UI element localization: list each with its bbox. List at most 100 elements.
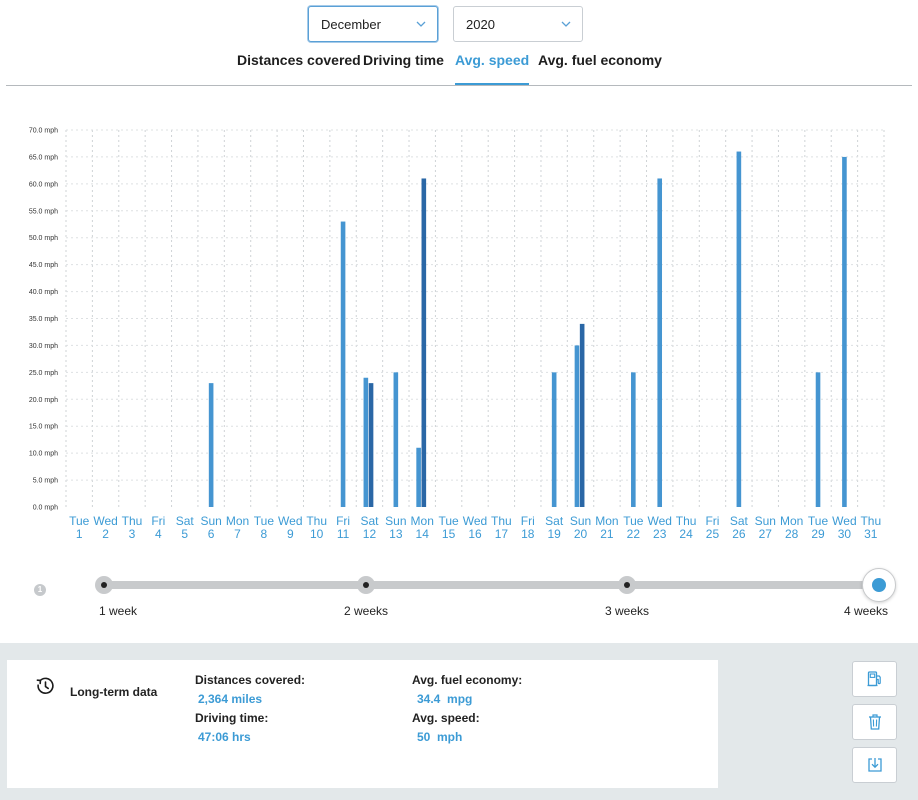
bar (416, 447, 421, 507)
slider-stop-3-weeks[interactable] (618, 576, 636, 594)
y-tick-label: 15.0 mph (29, 424, 58, 431)
x-tick-weekday: Wed (278, 514, 302, 528)
year-select-value: 2020 (466, 16, 495, 32)
x-tick-weekday: Thu (676, 514, 697, 528)
x-tick-weekday: Sun (385, 514, 406, 528)
driving-time-label: Driving time: (195, 711, 269, 725)
x-tick-day: 24 (679, 527, 693, 541)
x-tick-weekday: Fri (705, 514, 719, 528)
x-tick-day: 14 (416, 527, 430, 541)
bar (421, 178, 427, 507)
x-tick-day: 5 (181, 527, 188, 541)
x-tick-weekday: Tue (438, 514, 459, 528)
x-tick-weekday: Tue (808, 514, 829, 528)
clock-history-icon (36, 677, 54, 694)
distances-value: 2,364 miles (198, 692, 263, 706)
bar (363, 377, 369, 507)
x-tick-day: 28 (785, 527, 799, 541)
x-tick-day: 3 (129, 527, 136, 541)
bar (736, 151, 742, 508)
x-tick-weekday: Mon (780, 514, 803, 528)
slider-label-1-week: 1 week (98, 604, 138, 618)
x-tick-day: 11 (337, 527, 350, 541)
y-tick-label: 30.0 mph (29, 343, 58, 350)
y-tick-label: 50.0 mph (29, 235, 58, 242)
slider-handle[interactable] (862, 568, 896, 602)
x-tick-day: 15 (442, 527, 456, 541)
long-term-panel: Long-term data Distances covered: 2,364 … (0, 643, 918, 800)
bar (631, 372, 636, 507)
x-tick-day: 21 (600, 527, 614, 541)
x-tick-weekday: Thu (306, 514, 327, 528)
x-tick-day: 1 (76, 527, 83, 541)
month-select[interactable]: December (308, 6, 438, 42)
x-tick-day: 22 (627, 527, 641, 541)
x-tick-weekday: Thu (122, 514, 143, 528)
y-tick-label: 40.0 mph (29, 289, 58, 296)
bar (579, 323, 585, 507)
y-tick-label: 60.0 mph (29, 181, 58, 188)
slider-stop-1-week[interactable] (95, 576, 113, 594)
delete-button[interactable] (852, 704, 897, 740)
avg-speed-value: 50 mph (417, 730, 463, 744)
tab-driving-time[interactable]: Driving time (363, 52, 444, 68)
download-icon (867, 758, 882, 772)
y-tick-label: 65.0 mph (29, 154, 58, 161)
y-tick-label: 45.0 mph (29, 262, 58, 269)
y-tick-label: 55.0 mph (29, 208, 58, 215)
x-tick-day: 19 (547, 527, 561, 541)
tab-avg-fuel-economy[interactable]: Avg. fuel economy (538, 52, 662, 68)
fuel-pump-icon (867, 671, 881, 687)
x-tick-weekday: Mon (595, 514, 618, 528)
x-tick-day: 29 (811, 527, 825, 541)
driving-time-value: 47:06 hrs (198, 730, 251, 744)
week-range-slider-track[interactable] (104, 581, 880, 589)
long-term-card: Long-term data Distances covered: 2,364 … (7, 660, 718, 788)
download-button[interactable] (852, 747, 897, 783)
bar (842, 156, 847, 507)
x-tick-weekday: Thu (491, 514, 512, 528)
x-tick-day: 6 (208, 527, 215, 541)
y-tick-label: 35.0 mph (29, 316, 58, 323)
slider-label-3-weeks: 3 weeks (604, 604, 650, 618)
month-select-value: December (321, 16, 381, 32)
x-tick-day: 9 (287, 527, 294, 541)
distances-label: Distances covered: (195, 673, 306, 687)
bar (340, 221, 346, 508)
bar (815, 372, 821, 507)
y-tick-label: 25.0 mph (29, 370, 58, 377)
x-tick-day: 27 (759, 527, 773, 541)
y-tick-label: 20.0 mph (29, 397, 58, 404)
x-tick-weekday: Fri (151, 514, 165, 528)
x-tick-day: 25 (706, 527, 720, 541)
bar (208, 383, 214, 507)
slider-stop-2-weeks[interactable] (357, 576, 375, 594)
fuel-economy-label: Avg. fuel economy: (412, 673, 523, 687)
slider-label-2-weeks: 2 weeks (343, 604, 389, 618)
x-tick-day: 17 (495, 527, 509, 541)
fuel-log-button[interactable] (852, 661, 897, 697)
y-tick-label: 70.0 mph (29, 128, 58, 135)
x-tick-day: 7 (234, 527, 241, 541)
x-tick-weekday: Sat (545, 514, 564, 528)
tab-bar: Distances covered Driving time Avg. spee… (0, 52, 918, 86)
x-tick-weekday: Sat (360, 514, 379, 528)
x-tick-weekday: Fri (521, 514, 535, 528)
trash-icon (868, 714, 881, 730)
x-tick-weekday: Wed (647, 514, 671, 528)
x-tick-weekday: Tue (69, 514, 90, 528)
x-tick-weekday: Sat (730, 514, 749, 528)
year-select[interactable]: 2020 (453, 6, 583, 42)
x-tick-weekday: Tue (623, 514, 644, 528)
x-tick-day: 8 (261, 527, 268, 541)
x-tick-weekday: Sat (176, 514, 195, 528)
bar (393, 372, 399, 507)
long-term-title: Long-term data (70, 685, 158, 699)
x-tick-day: 16 (468, 527, 482, 541)
tab-avg-speed[interactable]: Avg. speed (455, 52, 530, 85)
chevron-down-icon (416, 21, 426, 27)
x-tick-day: 2 (102, 527, 109, 541)
x-tick-weekday: Wed (93, 514, 117, 528)
tab-distances-covered[interactable]: Distances covered (237, 52, 361, 68)
